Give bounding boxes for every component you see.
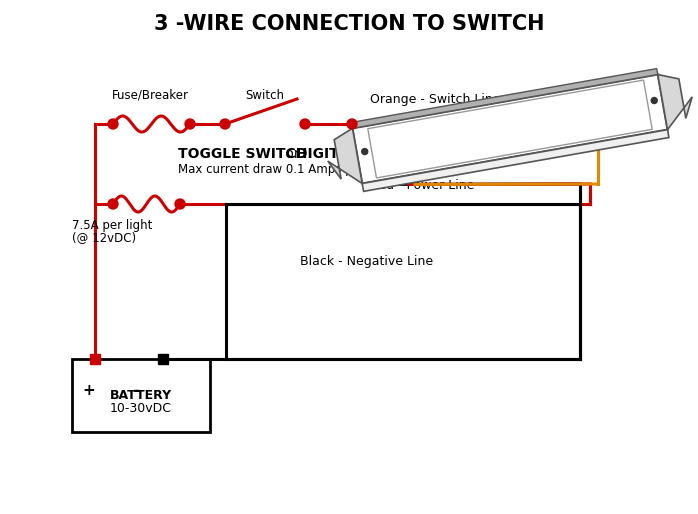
Text: Fuse/Breaker: Fuse/Breaker [112, 89, 188, 102]
Text: 3 -WIRE CONNECTION TO SWITCH: 3 -WIRE CONNECTION TO SWITCH [154, 14, 544, 34]
Polygon shape [352, 75, 667, 183]
Text: Orange - Switch Line: Orange - Switch Line [370, 93, 500, 106]
Polygon shape [328, 128, 362, 183]
Text: 10-30vDC: 10-30vDC [110, 402, 172, 415]
Circle shape [220, 119, 230, 129]
Text: BATTERY: BATTERY [110, 389, 172, 402]
Text: Switch: Switch [246, 89, 285, 102]
Bar [226, 204, 580, 359]
Circle shape [175, 199, 185, 209]
Circle shape [362, 149, 368, 155]
Bar [158, 354, 168, 364]
Circle shape [651, 98, 658, 103]
Text: TOGGLE SWITCH: TOGGLE SWITCH [178, 147, 307, 161]
Text: Max current draw 0.1 Amps per light: Max current draw 0.1 Amps per light [178, 162, 395, 175]
Circle shape [300, 119, 310, 129]
Text: 7.5A per light: 7.5A per light [72, 219, 152, 232]
Polygon shape [362, 130, 669, 191]
Text: +: + [82, 383, 95, 398]
Polygon shape [368, 80, 652, 178]
Circle shape [108, 119, 118, 129]
Text: Black - Negative Line: Black - Negative Line [300, 255, 433, 268]
Circle shape [108, 199, 118, 209]
Bar [72, 359, 210, 432]
Bar [90, 354, 100, 364]
Text: Red - Power Line: Red - Power Line [370, 179, 475, 192]
Circle shape [185, 119, 195, 129]
Text: or: or [281, 147, 304, 161]
Text: (@ 12vDC): (@ 12vDC) [72, 231, 136, 244]
Text: -: - [133, 381, 140, 399]
Circle shape [347, 119, 357, 129]
Text: DIGITAL SWITCH: DIGITAL SWITCH [296, 147, 424, 161]
Polygon shape [352, 68, 658, 128]
Polygon shape [658, 75, 692, 130]
